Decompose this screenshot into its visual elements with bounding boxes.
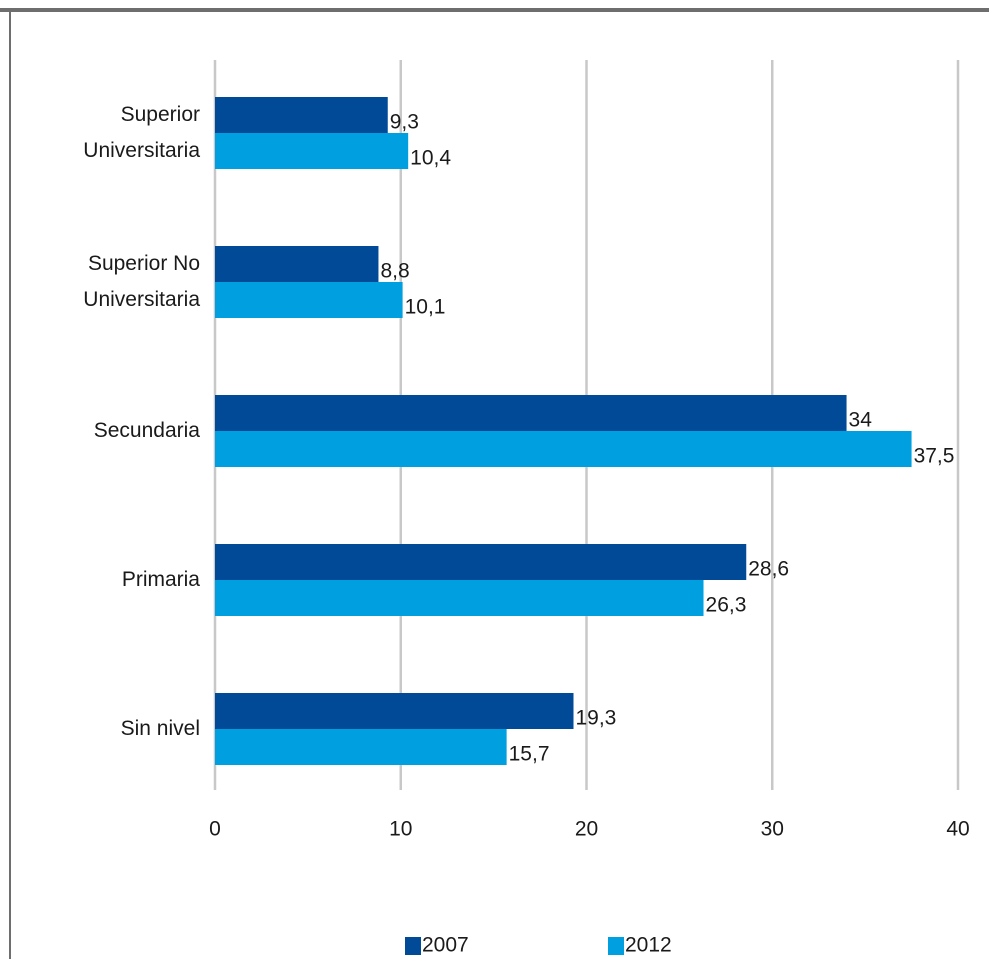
bar <box>215 282 403 318</box>
bar <box>215 246 379 282</box>
x-tick-label: 20 <box>575 818 598 841</box>
value-label: 19,3 <box>575 707 616 730</box>
y-tick-label: Secundaria <box>94 419 201 442</box>
bar <box>215 395 847 431</box>
legend-label: 2012 <box>625 934 672 957</box>
value-label: 9,3 <box>390 111 419 134</box>
bar <box>215 580 704 616</box>
y-tick-label: Primaria <box>122 568 200 591</box>
legend-label: 2007 <box>422 934 469 957</box>
x-tick-label: 10 <box>389 818 412 841</box>
value-label: 10,1 <box>405 296 446 319</box>
bar <box>215 133 409 169</box>
x-tick-label: 0 <box>209 818 221 841</box>
value-label: 10,4 <box>410 147 451 170</box>
bar <box>215 729 507 765</box>
value-label: 28,6 <box>748 558 789 581</box>
legend-swatch <box>405 937 421 955</box>
bar <box>215 693 574 729</box>
y-tick-label: Sin nivel <box>121 717 200 740</box>
bar <box>215 544 747 580</box>
y-tick-label: Superior No Universitaria <box>83 252 200 311</box>
x-tick-label: 40 <box>946 818 969 841</box>
x-tick-label: 30 <box>761 818 784 841</box>
value-label: 34 <box>849 409 873 432</box>
value-label: 26,3 <box>706 594 747 617</box>
y-tick-label: Superior Universitaria <box>83 103 200 162</box>
legend-swatch <box>608 937 624 955</box>
value-label: 15,7 <box>509 743 550 766</box>
value-label: 8,8 <box>380 260 409 283</box>
bar <box>215 97 388 133</box>
bar <box>215 431 912 467</box>
value-label: 37,5 <box>914 445 955 468</box>
